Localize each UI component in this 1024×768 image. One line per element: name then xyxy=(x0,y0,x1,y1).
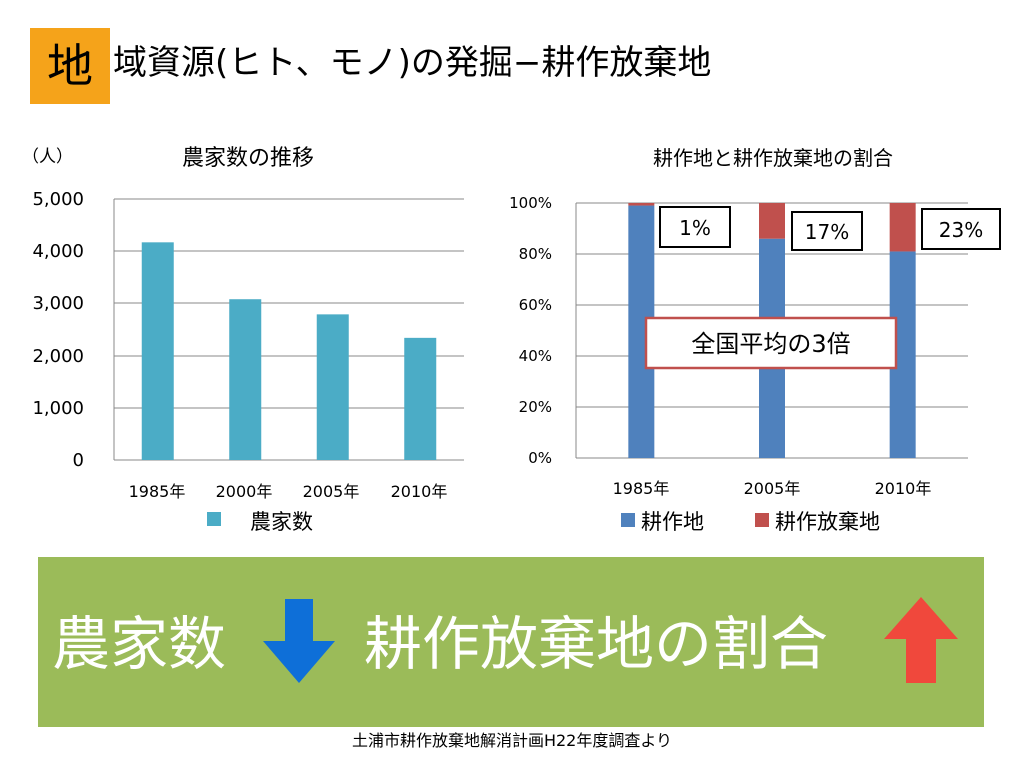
banner-right-text: 耕作放棄地の割合 xyxy=(364,610,829,678)
slide-title: 域資源(ヒト、モノ)の発掘−耕作放棄地 xyxy=(113,43,712,83)
abandoned-bar-0 xyxy=(628,203,655,206)
svg-text:全国平均の3倍: 全国平均の3倍 xyxy=(691,330,850,358)
farm-household-bar-1 xyxy=(229,299,262,460)
right-x-tick-2: 2010年 xyxy=(875,479,932,498)
right-legend-swatch-abandoned xyxy=(755,513,769,527)
right-chart-annotation-2: 17% xyxy=(791,211,863,251)
right-chart-x-ticks: 1985年 2005年 2010年 xyxy=(613,479,932,498)
right-y-tick-1: 20% xyxy=(519,398,552,416)
left-x-tick-3: 2010年 xyxy=(391,482,448,501)
banner-left-text: 農家数 xyxy=(52,610,227,678)
down-arrow-icon xyxy=(263,599,335,683)
right-legend-label-cultivated: 耕作地 xyxy=(641,510,704,534)
left-y-tick-5: 5,000 xyxy=(32,189,84,210)
left-chart-x-ticks: 1985年 2000年 2005年 2010年 xyxy=(129,482,448,501)
right-chart-y-ticks: 0% 20% 40% 60% 80% 100% xyxy=(509,194,552,467)
left-y-tick-4: 4,000 xyxy=(32,241,84,262)
svg-text:23%: 23% xyxy=(939,218,983,242)
source-note: 土浦市耕作放棄地解消計画H22年度調査より xyxy=(351,731,673,750)
svg-text:17%: 17% xyxy=(805,220,849,244)
right-y-tick-4: 80% xyxy=(519,245,552,263)
right-chart-title: 耕作地と耕作放棄地の割合 xyxy=(653,146,893,170)
right-y-tick-0: 0% xyxy=(528,449,552,467)
left-chart-title: 農家数の推移 xyxy=(182,146,314,171)
summary-banner: 農家数 耕作放棄地の割合 xyxy=(38,557,984,727)
left-chart-bars xyxy=(141,242,437,460)
right-legend-swatch-cultivated xyxy=(621,513,635,527)
left-chart-y-ticks: 0 1,000 2,000 3,000 4,000 5,000 xyxy=(32,189,84,471)
left-x-tick-0: 1985年 xyxy=(129,482,186,501)
title-badge: 地 xyxy=(30,28,110,104)
farm-household-bar-3 xyxy=(404,337,437,460)
abandoned-bar-1 xyxy=(759,203,785,239)
left-legend-swatch xyxy=(207,512,221,526)
right-y-tick-3: 60% xyxy=(519,296,552,314)
right-legend-label-abandoned: 耕作放棄地 xyxy=(775,510,880,534)
farm-household-bar-0 xyxy=(141,242,174,460)
right-y-tick-2: 40% xyxy=(519,347,552,365)
left-y-tick-1: 1,000 xyxy=(32,398,84,419)
left-chart-unit-label: （人） xyxy=(22,147,73,167)
left-x-tick-2: 2005年 xyxy=(303,482,360,501)
left-x-tick-1: 2000年 xyxy=(216,482,273,501)
svg-text:1%: 1% xyxy=(679,216,711,240)
left-y-tick-0: 0 xyxy=(73,450,84,471)
left-y-tick-3: 3,000 xyxy=(32,293,84,314)
up-arrow-icon xyxy=(884,597,958,683)
right-chart-callout: 全国平均の3倍 xyxy=(644,316,898,370)
left-y-tick-2: 2,000 xyxy=(32,346,84,367)
right-chart-annotation-1: 1% xyxy=(659,206,731,248)
left-legend-label: 農家数 xyxy=(250,510,313,534)
charts-area: （人） 農家数の推移 0 1,000 2,000 3,000 4,000 5,0… xyxy=(22,146,1001,534)
farm-household-bar-2 xyxy=(316,314,349,460)
right-x-tick-0: 1985年 xyxy=(613,479,670,498)
right-x-tick-1: 2005年 xyxy=(744,479,801,498)
right-y-tick-5: 100% xyxy=(509,194,552,212)
abandoned-bar-2 xyxy=(889,203,916,252)
right-chart-annotation-3: 23% xyxy=(921,208,1001,250)
